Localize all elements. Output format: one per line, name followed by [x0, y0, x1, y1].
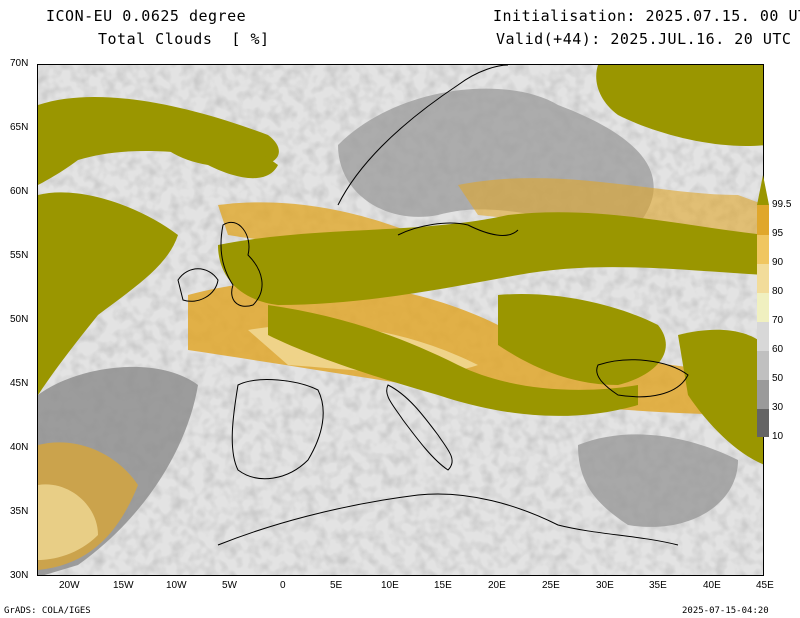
footer-timestamp: 2025-07-15-04:20 [682, 606, 769, 616]
lon-label: 20E [488, 580, 506, 591]
legend-swatch [757, 264, 769, 293]
valid-time: Valid(+44): 2025.JUL.16. 20 UTC [496, 30, 792, 48]
coast-baltic [397, 222, 519, 236]
coast-norway [337, 65, 509, 206]
lon-label: 0 [280, 580, 286, 591]
legend-label: 99.5 [772, 199, 792, 210]
lat-label: 60N [10, 186, 29, 197]
legend-swatch [757, 351, 769, 380]
legend-swatch [757, 409, 769, 437]
cloud-olive-atlantic-swirl [148, 124, 278, 179]
lat-label: 40N [10, 442, 29, 453]
lat-label: 30N [10, 570, 29, 581]
coast-north-africa [217, 493, 679, 546]
lat-label: 70N [10, 58, 29, 69]
cloud-olive-france-germany [268, 305, 638, 416]
lon-label: 5E [330, 580, 343, 591]
legend-label: 30 [772, 402, 784, 413]
lat-label: 50N [10, 314, 29, 325]
lon-label: 15E [434, 580, 452, 591]
lat-label: 55N [10, 250, 29, 261]
legend-label: 80 [772, 286, 784, 297]
lon-label: 45E [756, 580, 774, 591]
lon-label: 35E [649, 580, 667, 591]
lon-label: 15W [113, 580, 134, 591]
lon-label: 30E [596, 580, 614, 591]
legend-label: 90 [772, 257, 784, 268]
lat-label: 45N [10, 378, 29, 389]
legend-arrow-icon [757, 175, 769, 205]
legend-swatch [757, 322, 769, 351]
init-time: Initialisation: 2025.07.15. 00 UTC [493, 7, 800, 25]
lon-label: 10W [166, 580, 187, 591]
cloud-olive-balkans-ukraine [498, 294, 666, 385]
coast-black-sea [596, 359, 689, 398]
legend-label: 60 [772, 344, 784, 355]
legend-label: 10 [772, 431, 784, 442]
legend-label: 95 [772, 228, 784, 239]
cloud-gray-turkey [578, 434, 738, 527]
cloud-orange-baltic [458, 178, 763, 236]
cloud-olive-northeast [596, 65, 763, 146]
footer-credit: GrADS: COLA/IGES [4, 606, 91, 616]
lon-label: 20W [59, 580, 80, 591]
cloud-light-iberia [38, 484, 98, 560]
cloud-map-svg [38, 65, 763, 575]
lat-label: 65N [10, 122, 29, 133]
lon-label: 25E [542, 580, 560, 591]
cloud-olive-russia-east [678, 329, 763, 465]
lat-label: 35N [10, 506, 29, 517]
legend-swatch [757, 380, 769, 409]
cloud-map [37, 64, 764, 576]
legend-swatch [757, 293, 769, 322]
model-title: ICON-EU 0.0625 degree [46, 7, 247, 25]
field-title: Total Clouds [ %] [98, 30, 270, 48]
coast-italy [386, 384, 453, 471]
coast-britain [220, 222, 263, 307]
legend-swatch [757, 205, 769, 235]
lon-label: 5W [222, 580, 237, 591]
legend-label: 50 [772, 373, 784, 384]
legend-colorbar [757, 175, 769, 437]
coastlines [177, 65, 689, 546]
legend-label: 70 [772, 315, 784, 326]
coast-ireland [177, 268, 219, 302]
lon-label: 10E [381, 580, 399, 591]
coast-iberia-north [231, 379, 324, 480]
legend-swatch [757, 235, 769, 264]
cloud-olive-central-band [218, 212, 763, 305]
cloud-olive-atlantic-main [38, 192, 178, 395]
lon-label: 40E [703, 580, 721, 591]
